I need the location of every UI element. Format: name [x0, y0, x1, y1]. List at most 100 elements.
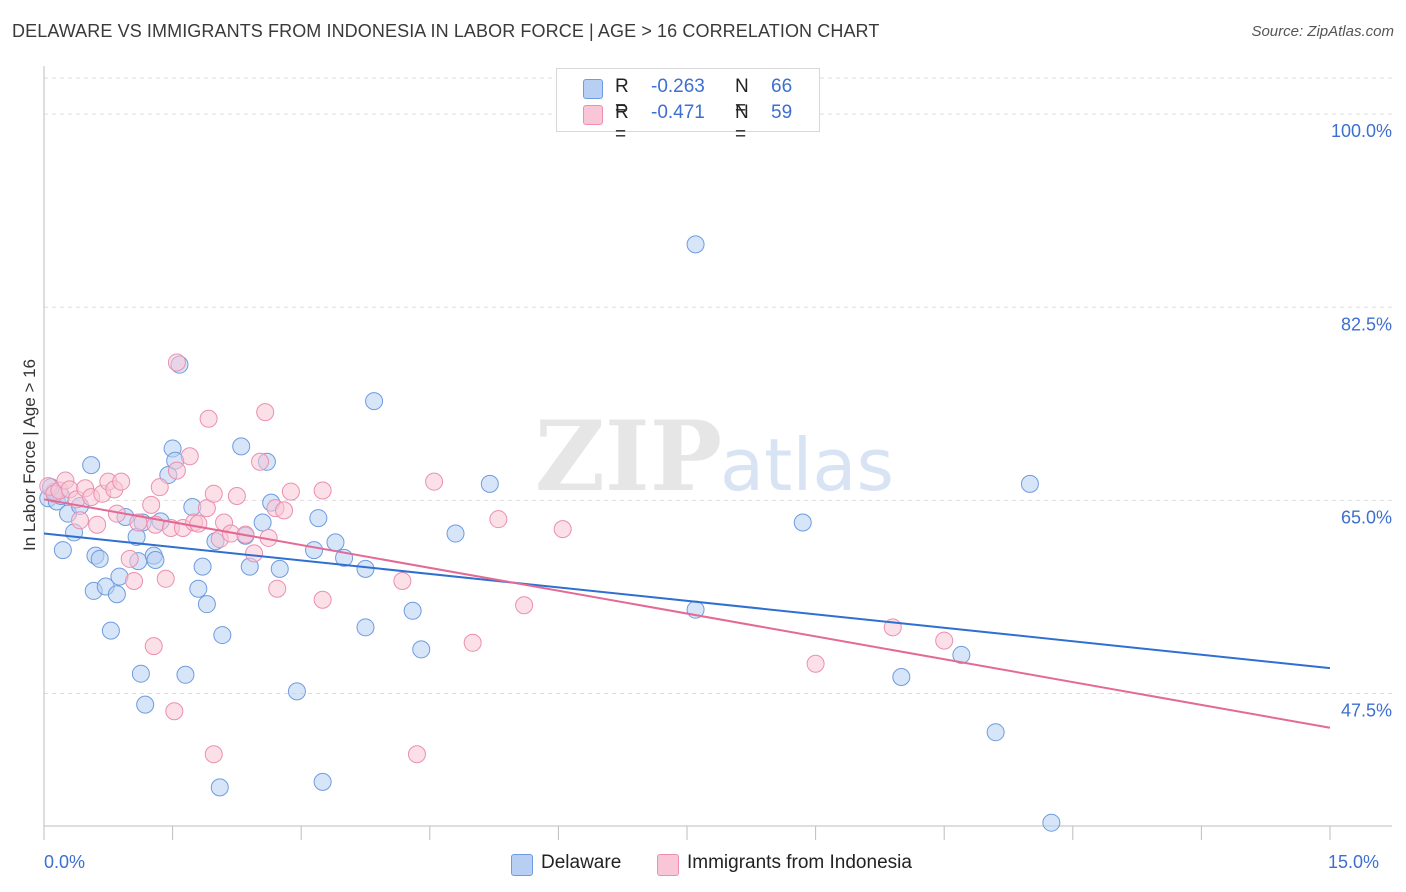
indonesia-point: [251, 452, 270, 471]
indonesia-swatch-icon: [657, 854, 679, 876]
delaware-point: [446, 524, 465, 543]
delaware-point: [131, 664, 150, 683]
delaware-point: [480, 474, 499, 493]
x-tick-label-max: 15.0%: [1328, 852, 1380, 872]
delaware-trend-line: [43, 532, 1331, 670]
delaware-point: [365, 392, 384, 411]
trend-layer: [43, 498, 1331, 729]
indonesia-point: [463, 633, 482, 652]
indonesia-point: [189, 514, 208, 533]
n-value: 59: [771, 102, 793, 123]
indonesia-point: [199, 409, 218, 428]
indonesia-point: [156, 569, 175, 588]
delaware-point: [403, 601, 422, 620]
legend-label-indonesia: Immigrants from Indonesia: [687, 852, 912, 873]
indonesia-swatch-icon: [583, 105, 603, 125]
correlation-legend: R = -0.263 N = 66 R = -0.471 N = 59: [556, 68, 820, 145]
indonesia-point: [112, 472, 131, 491]
delaware-point: [136, 695, 155, 714]
delaware-swatch-icon: [511, 854, 533, 876]
grid-layer: [44, 77, 1392, 695]
delaware-point: [53, 541, 72, 560]
y-tick-label: 100.0%: [1331, 121, 1392, 141]
indonesia-point: [268, 579, 287, 598]
delaware-point: [146, 551, 165, 570]
indonesia-point: [71, 511, 90, 530]
indonesia-point: [553, 520, 572, 539]
points-layer: [39, 235, 1061, 832]
source-credit: Source: ZipAtlas.com: [1251, 23, 1394, 40]
delaware-point: [326, 533, 345, 552]
delaware-point: [952, 645, 971, 664]
r-label: R =: [615, 102, 629, 145]
indonesia-point: [489, 510, 508, 529]
indonesia-point: [204, 484, 223, 503]
delaware-point: [309, 509, 328, 528]
axes-layer: [43, 66, 1392, 840]
delaware-point: [213, 626, 232, 645]
indonesia-point: [167, 353, 186, 372]
r-value: -0.471: [651, 102, 705, 123]
delaware-point: [892, 668, 911, 687]
n-value: 66: [771, 76, 793, 97]
delaware-point: [90, 549, 109, 568]
delaware-point: [82, 456, 101, 475]
watermark-atlas: atlas: [720, 423, 894, 507]
indonesia-point: [227, 487, 246, 506]
y-tick-label: 65.0%: [1341, 507, 1392, 527]
n-label: N =: [735, 76, 749, 119]
delaware-point: [305, 541, 324, 560]
delaware-swatch-icon: [583, 79, 603, 99]
indonesia-point: [150, 478, 169, 497]
delaware-point: [686, 235, 705, 254]
delaware-point: [210, 778, 229, 797]
indonesia-point: [204, 745, 223, 764]
delaware-point: [793, 513, 812, 532]
y-tick-label: 82.5%: [1341, 314, 1392, 334]
delaware-point: [232, 437, 251, 456]
y-tick-labels: 47.5% 65.0% 82.5% 100.0%: [1331, 121, 1392, 720]
indonesia-point: [120, 549, 139, 568]
indonesia-trend-line: [43, 498, 1331, 729]
indonesia-point: [197, 499, 216, 518]
indonesia-point: [245, 544, 264, 563]
indonesia-point: [165, 702, 184, 721]
delaware-point: [193, 557, 212, 576]
delaware-point: [101, 621, 120, 640]
x-tick-label-min: 0.0%: [44, 852, 86, 872]
indonesia-point: [125, 571, 144, 590]
indonesia-point: [144, 637, 163, 656]
indonesia-point: [88, 515, 107, 534]
r-value: -0.263: [651, 76, 705, 97]
delaware-point: [1042, 813, 1061, 832]
chart-title: DELAWARE VS IMMIGRANTS FROM INDONESIA IN…: [12, 21, 880, 41]
indonesia-point: [313, 590, 332, 609]
legend-label-delaware: Delaware: [541, 852, 622, 873]
delaware-point: [253, 513, 272, 532]
indonesia-point: [281, 482, 300, 501]
indonesia-point: [515, 596, 534, 615]
delaware-point: [107, 585, 126, 604]
n-label: N =: [735, 102, 749, 145]
delaware-point: [986, 723, 1005, 742]
watermark-zip: ZIP: [535, 400, 722, 513]
delaware-point: [356, 559, 375, 578]
delaware-point: [1020, 474, 1039, 493]
indonesia-point: [256, 403, 275, 422]
watermark: ZIP atlas: [535, 400, 894, 513]
delaware-point: [270, 559, 289, 578]
y-axis-label: In Labor Force | Age > 16: [20, 358, 39, 552]
indonesia-point: [393, 571, 412, 590]
delaware-point: [356, 618, 375, 637]
indonesia-point: [275, 501, 294, 520]
delaware-point: [287, 682, 306, 701]
delaware-point: [412, 640, 431, 659]
indonesia-point: [180, 447, 199, 466]
indonesia-point: [313, 481, 332, 500]
indonesia-point: [425, 472, 444, 491]
delaware-point: [313, 772, 332, 791]
delaware-point: [189, 579, 208, 598]
delaware-point: [197, 595, 216, 614]
indonesia-point: [935, 631, 954, 650]
